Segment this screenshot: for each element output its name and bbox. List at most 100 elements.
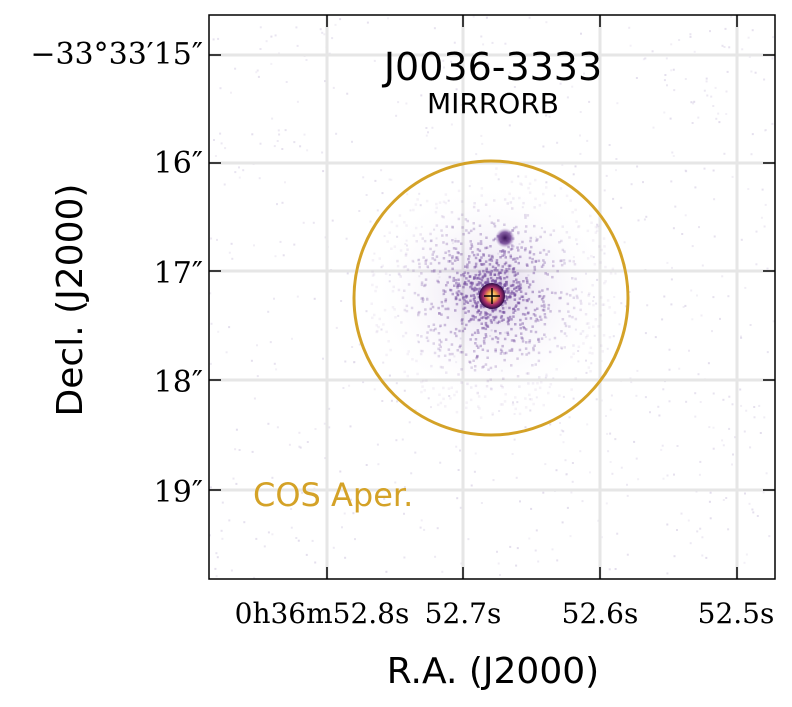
- emission-speck: [483, 337, 486, 340]
- noise-speck: [220, 142, 223, 145]
- emission-speck: [470, 317, 473, 321]
- noise-speck: [487, 63, 490, 66]
- noise-speck: [457, 469, 460, 471]
- emission-speck: [394, 316, 397, 319]
- emission-speck: [549, 233, 552, 237]
- noise-speck: [614, 568, 617, 570]
- noise-speck: [324, 457, 327, 460]
- emission-speck: [520, 246, 523, 249]
- noise-speck: [365, 464, 368, 466]
- emission-speck: [507, 290, 510, 293]
- emission-speck: [524, 406, 528, 409]
- emission-speck: [460, 319, 464, 322]
- emission-speck: [530, 245, 533, 249]
- emission-speck: [421, 237, 424, 240]
- emission-speck: [501, 249, 505, 252]
- emission-speck: [476, 276, 480, 280]
- noise-speck: [579, 450, 582, 453]
- emission-speck: [543, 303, 546, 307]
- noise-speck: [723, 46, 726, 48]
- emission-speck: [481, 284, 484, 287]
- emission-speck: [459, 292, 463, 295]
- y-tick-label: 17″: [154, 256, 203, 291]
- emission-speck: [512, 339, 516, 342]
- emission-speck: [453, 259, 457, 262]
- noise-speck: [276, 426, 279, 429]
- emission-speck: [547, 250, 551, 253]
- emission-speck: [525, 299, 528, 302]
- emission-speck: [431, 257, 434, 260]
- noise-speck: [685, 400, 688, 403]
- noise-speck: [750, 70, 753, 73]
- noise-speck: [228, 326, 231, 329]
- noise-speck: [666, 261, 669, 264]
- emission-speck: [509, 292, 512, 295]
- coordinate-grid: [209, 15, 775, 579]
- emission-speck: [587, 326, 591, 329]
- emission-speck: [543, 201, 547, 205]
- noise-speck: [701, 554, 704, 557]
- noise-speck: [645, 215, 648, 218]
- noise-speck: [219, 87, 222, 90]
- emission-speck: [503, 223, 506, 226]
- noise-speck: [620, 206, 623, 209]
- emission-speck: [485, 267, 488, 270]
- emission-speck: [407, 350, 410, 353]
- emission-speck: [482, 262, 486, 266]
- noise-speck: [545, 114, 548, 117]
- noise-speck: [690, 289, 693, 292]
- emission-speck: [484, 363, 488, 366]
- emission-speck: [499, 256, 502, 259]
- emission-speck: [525, 279, 529, 282]
- emission-speck: [458, 345, 461, 349]
- noise-speck: [350, 498, 352, 501]
- emission-speck: [465, 277, 468, 280]
- noise-speck: [210, 237, 213, 240]
- noise-speck: [693, 100, 696, 103]
- emission-speck: [539, 235, 542, 239]
- emission-speck: [522, 298, 525, 302]
- noise-speck: [303, 133, 306, 136]
- emission-speck: [537, 259, 541, 263]
- aperture-label: COS Aper.: [253, 476, 413, 514]
- emission-speck: [410, 306, 414, 310]
- emission-speck: [563, 322, 567, 325]
- emission-speck: [542, 248, 546, 252]
- emission-speck: [482, 305, 486, 309]
- emission-speck: [472, 294, 476, 297]
- emission-speck: [385, 353, 388, 357]
- noise-speck: [459, 449, 461, 452]
- emission-speck: [414, 203, 418, 206]
- emission-speck: [464, 218, 468, 221]
- noise-speck: [752, 511, 755, 514]
- emission-speck: [440, 215, 444, 218]
- emission-speck: [572, 352, 575, 355]
- noise-speck: [358, 210, 361, 212]
- noise-speck: [611, 472, 614, 475]
- emission-speck: [573, 263, 577, 266]
- noise-speck: [678, 39, 681, 41]
- emission-speck: [442, 397, 445, 401]
- emission-speck: [501, 265, 504, 268]
- emission-speck: [503, 337, 507, 341]
- noise-speck: [427, 131, 429, 134]
- emission-speck: [516, 375, 520, 378]
- emission-speck: [451, 239, 454, 242]
- emission-speck: [524, 397, 527, 400]
- emission-speck: [516, 246, 519, 249]
- noise-speck: [691, 122, 694, 124]
- noise-speck: [396, 400, 399, 403]
- emission-speck: [486, 316, 490, 319]
- emission-speck: [488, 270, 491, 274]
- noise-speck: [228, 251, 231, 254]
- emission-speck: [516, 357, 519, 360]
- noise-speck: [555, 469, 558, 472]
- emission-speck: [535, 317, 538, 321]
- noise-speck: [703, 167, 706, 170]
- noise-speck: [409, 209, 412, 212]
- emission-speck: [531, 364, 534, 367]
- emission-speck: [559, 259, 562, 263]
- noise-speck: [664, 74, 667, 76]
- emission-speck: [444, 405, 447, 408]
- emission-speck: [523, 313, 527, 316]
